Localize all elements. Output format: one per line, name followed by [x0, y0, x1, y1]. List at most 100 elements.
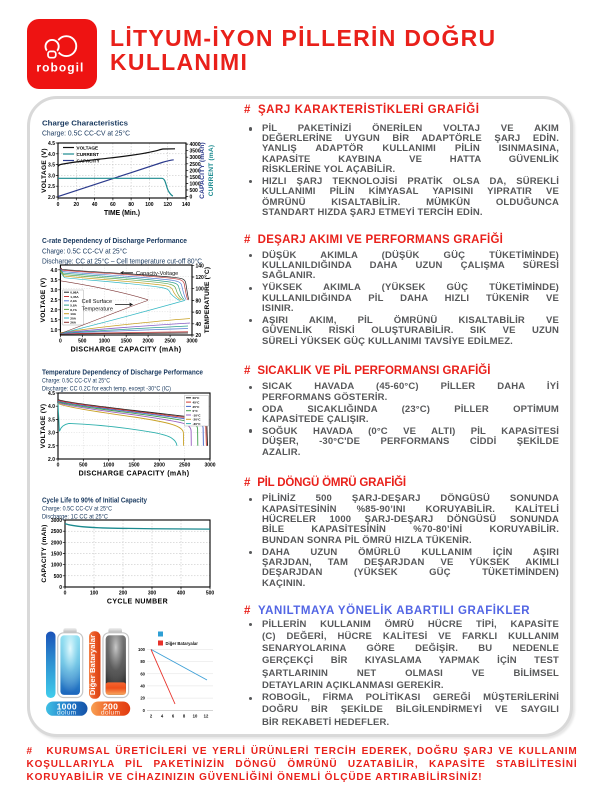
svg-text:2500: 2500 — [190, 162, 201, 168]
svg-text:140: 140 — [196, 263, 205, 269]
svg-text:3.5: 3.5 — [48, 163, 55, 169]
svg-text:0: 0 — [64, 591, 67, 597]
svg-text:4000: 4000 — [190, 142, 201, 148]
svg-text:80: 80 — [196, 298, 202, 304]
svg-text:Capacity-Voltage: Capacity-Voltage — [136, 271, 178, 277]
svg-text:0: 0 — [57, 202, 60, 208]
svg-text:Cell Surface: Cell Surface — [82, 299, 112, 305]
svg-text:120: 120 — [164, 202, 173, 208]
svg-text:13A: 13A — [70, 312, 76, 316]
svg-text:2.5: 2.5 — [50, 298, 57, 304]
svg-text:500: 500 — [79, 463, 88, 469]
svg-text:3.0: 3.0 — [48, 431, 55, 437]
svg-text:1500: 1500 — [121, 339, 132, 345]
svg-text:1000: 1000 — [57, 702, 77, 712]
svg-text:300: 300 — [148, 591, 157, 597]
svg-text:80: 80 — [128, 202, 134, 208]
svg-text:Discharge: 1C CC at 25°C: Discharge: 1C CC at 25°C — [42, 513, 108, 521]
svg-text:Discharge: CC at 25°C – Cell t: Discharge: CC at 25°C – Cell temperature… — [42, 258, 202, 266]
svg-text:2000: 2000 — [190, 168, 201, 174]
svg-text:VOLTAGE (V): VOLTAGE (V) — [40, 278, 47, 323]
svg-text:1000: 1000 — [190, 181, 201, 187]
svg-text:100: 100 — [90, 591, 99, 597]
svg-text:8,7A: 8,7A — [70, 308, 77, 312]
svg-text:2.5: 2.5 — [48, 444, 55, 450]
svg-text:1000: 1000 — [51, 563, 62, 569]
svg-text:1.5: 1.5 — [50, 318, 57, 324]
svg-text:20: 20 — [74, 202, 80, 208]
svg-text:80: 80 — [140, 659, 145, 664]
svg-text:C-rate Dependency of Discharge: C-rate Dependency of Discharge Performan… — [42, 236, 187, 245]
svg-text:60: 60 — [110, 202, 116, 208]
svg-text:0: 0 — [190, 195, 193, 201]
svg-text:Discharge: CC 0.2C for each te: Discharge: CC 0.2C for each temp. except… — [42, 385, 171, 393]
svg-text:2000: 2000 — [154, 463, 165, 469]
svg-text:500: 500 — [78, 339, 87, 345]
svg-text:CAPACITY (mAh): CAPACITY (mAh) — [41, 524, 48, 582]
svg-text:4.5: 4.5 — [48, 391, 55, 397]
svg-text:2500: 2500 — [179, 463, 190, 469]
svg-text:200: 200 — [103, 702, 118, 712]
svg-text:3000: 3000 — [51, 518, 62, 524]
svg-text:2.0: 2.0 — [48, 195, 55, 201]
svg-text:6: 6 — [172, 714, 175, 719]
svg-text:5,8A: 5,8A — [70, 304, 77, 308]
svg-text:-30°C: -30°C — [193, 422, 202, 426]
svg-text:2: 2 — [150, 714, 153, 719]
svg-text:-20°C: -20°C — [193, 418, 202, 422]
svg-text:Charge: 0.5C CC-CV at 25°C: Charge: 0.5C CC-CV at 25°C — [42, 248, 127, 256]
svg-text:120: 120 — [196, 275, 205, 281]
svg-text:0: 0 — [59, 339, 62, 345]
svg-text:3.5: 3.5 — [48, 417, 55, 423]
svg-text:40: 40 — [92, 202, 98, 208]
svg-text:20: 20 — [140, 696, 145, 701]
svg-text:4: 4 — [161, 714, 164, 719]
svg-text:0: 0 — [57, 463, 60, 469]
svg-text:500: 500 — [190, 188, 199, 194]
svg-text:100: 100 — [145, 202, 154, 208]
svg-text:10: 10 — [193, 714, 198, 719]
svg-text:CYCLE NUMBER: CYCLE NUMBER — [107, 599, 168, 606]
svg-text:VOLTAGE (V): VOLTAGE (V) — [41, 148, 48, 193]
svg-text:1000: 1000 — [99, 339, 110, 345]
svg-text:3000: 3000 — [190, 155, 201, 161]
svg-text:4.0: 4.0 — [48, 404, 55, 410]
svg-text:3.0: 3.0 — [48, 173, 55, 179]
svg-text:-10°C: -10°C — [193, 413, 202, 417]
svg-text:0,98A: 0,98A — [70, 291, 79, 295]
svg-text:robogil: robogil — [36, 61, 84, 75]
svg-text:2.0: 2.0 — [50, 308, 57, 314]
svg-text:1500: 1500 — [51, 552, 62, 558]
svg-text:Charge: 0.5C CC-CV at 25°C: Charge: 0.5C CC-CV at 25°C — [42, 377, 110, 385]
svg-text:1,45A: 1,45A — [70, 295, 79, 299]
svg-text:Temperature Dependency of Disc: Temperature Dependency of Discharge Perf… — [42, 368, 203, 377]
svg-text:60: 60 — [196, 310, 202, 316]
svg-text:3.5: 3.5 — [50, 278, 57, 284]
svg-text:1500: 1500 — [128, 463, 139, 469]
svg-text:2500: 2500 — [165, 339, 176, 345]
svg-text:VOLTAGE (V): VOLTAGE (V) — [40, 404, 47, 449]
svg-text:3000: 3000 — [204, 463, 215, 469]
svg-text:dolum: dolum — [57, 710, 77, 717]
svg-text:40: 40 — [140, 684, 145, 689]
svg-text:Diğer Bataryalar: Diğer Bataryalar — [166, 641, 199, 646]
svg-text:25°C: 25°C — [193, 405, 201, 409]
svg-text:200: 200 — [119, 591, 128, 597]
svg-text:26A: 26A — [70, 321, 76, 325]
svg-text:Diğer Bataryalar: Diğer Bataryalar — [88, 635, 97, 695]
svg-text:Temperature: Temperature — [82, 307, 113, 313]
svg-text:1.0: 1.0 — [50, 328, 57, 334]
svg-text:Charge: 0.5C CC-CV at 25°C: Charge: 0.5C CC-CV at 25°C — [42, 130, 130, 138]
svg-text:2000: 2000 — [51, 540, 62, 546]
svg-text:CURRENT (mA): CURRENT (mA) — [208, 145, 215, 196]
svg-text:60: 60 — [140, 671, 145, 676]
svg-text:12: 12 — [204, 714, 209, 719]
svg-text:CAPACITY (mAh): CAPACITY (mAh) — [199, 142, 206, 199]
svg-text:140: 140 — [182, 202, 191, 208]
svg-text:TEMPERATURE (°C): TEMPERATURE (°C) — [203, 267, 211, 334]
svg-text:100: 100 — [138, 647, 146, 652]
svg-text:20A: 20A — [70, 316, 76, 320]
svg-text:2.0: 2.0 — [48, 457, 55, 463]
svg-text:Charge Characteristics: Charge Characteristics — [42, 119, 128, 128]
svg-text:3000: 3000 — [186, 339, 197, 345]
